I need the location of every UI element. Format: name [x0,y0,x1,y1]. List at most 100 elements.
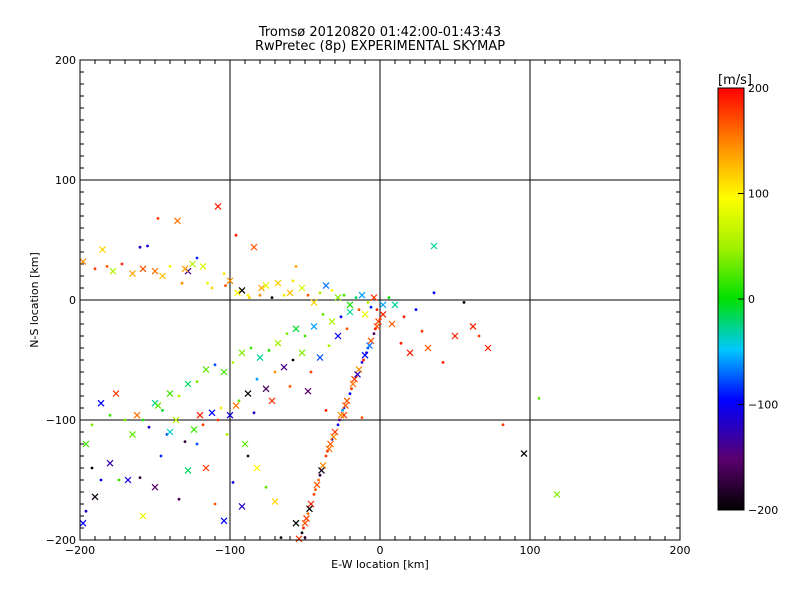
data-point-x [295,535,303,543]
data-point-dot [348,392,352,395]
chart-title: Tromsø 20120820 01:42:00-01:43:43 [258,25,501,40]
data-point-dot [339,315,343,319]
data-point-x [322,282,330,290]
data-point-x [301,519,309,527]
data-point-x [330,433,337,441]
data-point-x [313,481,321,489]
data-point-x [346,308,354,316]
data-point-x [361,310,369,318]
data-point-x [430,242,438,250]
data-point-dot [258,293,262,297]
data-point-dot [117,478,121,482]
y-tick-labels: −200 −100 0 100 200 [46,54,76,547]
data-point-dot [90,423,94,427]
data-point-dot [147,425,151,429]
x-axis-label: E-W location [km] [331,558,429,571]
data-point-dot [324,409,328,412]
data-point-x [112,390,120,398]
data-point-x [238,502,246,510]
data-point-x [220,368,228,376]
data-point-x [226,411,234,419]
data-point-dot [330,289,334,292]
data-point-x [355,366,363,374]
data-point-dot [350,387,353,391]
data-point-dot [366,301,370,304]
data-point-dot [120,262,124,266]
data-point-dot [399,341,403,345]
data-point-dot [249,346,253,350]
data-point-dot [362,358,365,362]
data-point-dot [374,327,377,331]
data-point-x [208,409,216,417]
data-point-x [220,517,228,525]
colorbar-tick-label: 100 [748,188,769,201]
data-point-x [358,291,366,299]
x-tick-labels: −200 −100 0 100 200 [65,544,691,557]
data-point-x [292,519,300,527]
data-point-x [340,411,348,419]
data-point-dot [402,315,406,319]
data-point-x [310,322,318,330]
data-point-x [334,332,342,340]
data-point-dot [360,416,364,419]
data-point-x [241,440,249,448]
data-point-dot [357,308,361,311]
data-point-x [154,402,162,410]
data-point-dot [354,296,358,299]
data-point-dot [105,265,109,268]
data-point-dot [90,466,94,470]
data-point-x [375,318,382,326]
data-point-x [328,318,336,326]
data-point-x [262,282,270,290]
x-tick-label: 100 [520,544,541,557]
colorbar-tick-label: −100 [748,399,778,412]
data-point-x [342,402,349,410]
data-point-dot [161,409,164,412]
data-point-dot [224,284,227,287]
data-point-x [280,363,288,371]
data-point-x [139,512,147,520]
data-point-dot [441,361,445,364]
data-point-dot [317,478,320,482]
data-point-x [354,370,361,378]
data-point-dot [267,349,271,352]
data-point-x [388,320,396,328]
data-point-dot [159,454,163,458]
data-point-dot [291,358,295,362]
data-point-x [310,298,318,306]
data-point-x [129,430,136,438]
data-point-x [99,246,106,254]
data-point-x [79,258,87,266]
data-point-dot [264,485,268,489]
colorbar-tick-label: 0 [748,293,755,306]
data-point-x [196,411,204,419]
data-point-dot [213,363,217,367]
data-point-dot [219,406,223,410]
data-point-dot [231,361,235,364]
data-point-dot [248,296,251,299]
data-point-x [343,397,351,405]
data-point-x [202,366,210,374]
data-point-dot [420,329,424,333]
data-point-dot [318,291,322,295]
data-point-x [91,493,99,501]
data-point-x [391,301,399,309]
data-point-x [286,289,294,297]
data-point-dot [321,313,325,316]
data-point-x [349,380,357,388]
data-point-dot [195,256,199,260]
data-point-dot [312,493,316,496]
data-point-dot [237,399,241,403]
data-point-dot [252,411,256,415]
data-point-dot [302,526,305,530]
data-point-x [379,301,387,309]
data-point-x [370,294,378,302]
data-point-x [234,289,241,297]
data-point-x [406,349,414,357]
data-point-dot [387,296,391,299]
data-point-x [298,349,306,357]
data-point-x [214,202,222,210]
data-point-dot [375,308,379,311]
data-point-x [189,260,196,268]
data-point-dot [177,497,181,501]
